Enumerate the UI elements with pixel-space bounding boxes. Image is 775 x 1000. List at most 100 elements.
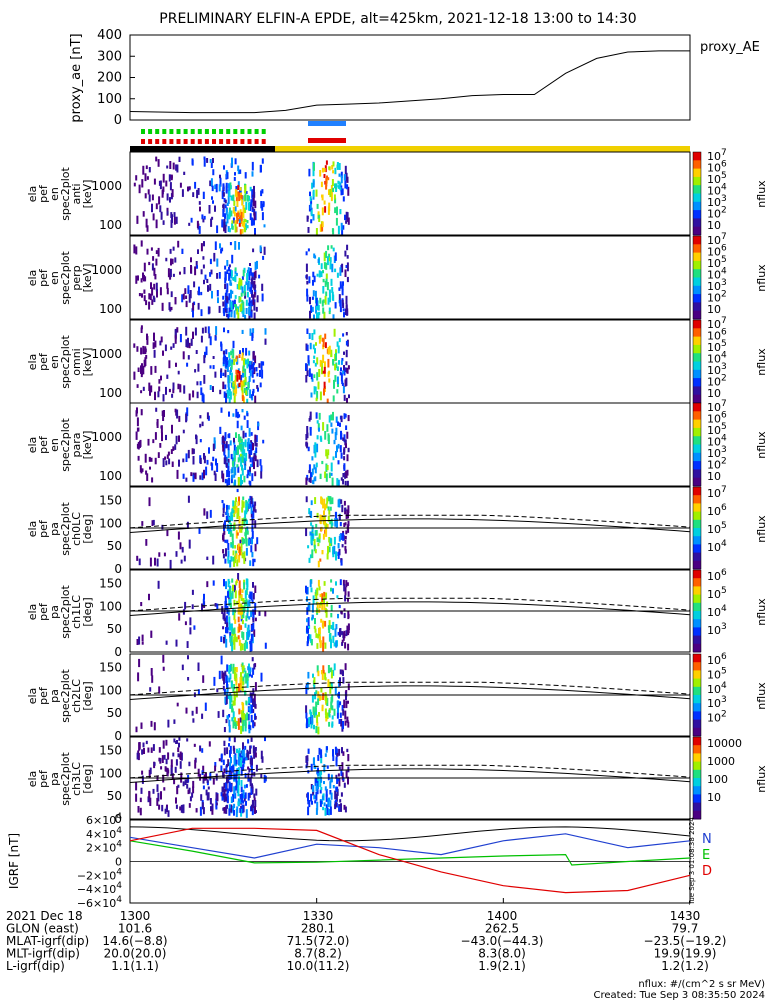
pa-pixel xyxy=(227,550,230,558)
energy-pixel xyxy=(263,224,266,228)
energy-pixel xyxy=(312,479,315,485)
energy-colorbar-cell xyxy=(693,384,701,387)
pa-pixel xyxy=(240,625,243,630)
energy-pixel xyxy=(235,357,238,362)
pa-pixel xyxy=(227,543,230,551)
energy-pixel xyxy=(346,310,349,316)
energy-cbar-label: nflux xyxy=(755,431,768,459)
energy-ylabel-line: [keV] xyxy=(81,264,94,293)
energy-pixel xyxy=(190,217,193,223)
energy-pixel xyxy=(244,465,247,470)
pa-pixel xyxy=(250,804,253,812)
energy-pixel xyxy=(247,280,250,289)
energy-pixel xyxy=(319,435,322,441)
energy-pixel xyxy=(345,443,347,449)
energy-pixel xyxy=(230,301,233,311)
pa-pixel xyxy=(191,604,194,610)
energy-ylabel-line: [keV] xyxy=(81,180,94,209)
pa-colorbar-cell xyxy=(693,540,701,543)
energy-pixel xyxy=(340,452,343,459)
pa-pixel xyxy=(212,580,215,586)
pa-pixel xyxy=(330,587,332,592)
energy-pixel xyxy=(315,297,318,306)
energy-pixel xyxy=(227,375,230,384)
energy-pixel xyxy=(215,458,217,466)
pa-pixel xyxy=(202,807,205,815)
energy-pixel xyxy=(255,367,258,372)
pa-pixel xyxy=(314,765,317,769)
pa-colorbar-cell xyxy=(693,511,701,515)
energy-pixel xyxy=(143,289,146,294)
pa-pixel xyxy=(347,505,350,514)
pa-pixel xyxy=(240,766,243,776)
energy-ylabel-line: [keV] xyxy=(81,431,94,460)
energy-pixel xyxy=(237,477,240,483)
pa-pixel xyxy=(315,530,318,536)
energy-pixel xyxy=(225,360,228,368)
pa-pixel xyxy=(329,790,332,795)
energy-colorbar-cell xyxy=(693,191,701,194)
pa-pixel xyxy=(311,800,313,805)
energy-pixel xyxy=(159,180,162,190)
energy-cbar-tick: 10 xyxy=(707,387,721,400)
energy-pixel xyxy=(154,432,157,440)
pa-pixel xyxy=(241,631,244,638)
pa-pixel xyxy=(251,551,254,558)
pa-pixel xyxy=(234,672,237,681)
pa-pixel xyxy=(346,625,349,635)
energy-pixel xyxy=(246,194,249,202)
pa-pixel xyxy=(224,670,227,677)
energy-pixel xyxy=(237,184,240,190)
pa-pixel xyxy=(341,705,344,711)
energy-pixel xyxy=(248,350,251,356)
pa-pixel xyxy=(240,684,243,691)
energy-pixel xyxy=(314,442,317,451)
energy-pixel xyxy=(245,201,248,210)
pa-pixel xyxy=(251,625,253,632)
footer-value: 8.3(8.0) xyxy=(478,947,526,961)
energy-pixel xyxy=(140,409,143,416)
energy-pixel xyxy=(212,200,214,204)
energy-pixel xyxy=(207,326,210,334)
pa-pixel xyxy=(248,498,250,502)
energy-colorbar-cell xyxy=(693,166,701,170)
pa-pixel xyxy=(315,807,318,815)
pa-pixel xyxy=(325,592,328,599)
energy-pixel xyxy=(339,267,342,276)
pa-pixel xyxy=(247,792,250,801)
pa-pixel xyxy=(344,595,347,602)
igrf-legend-N: N xyxy=(702,832,712,847)
pa-pixel xyxy=(233,684,236,690)
energy-pixel xyxy=(166,193,169,201)
energy-pixel xyxy=(334,375,337,382)
energy-pixel xyxy=(137,455,140,461)
energy-pixel xyxy=(249,367,252,372)
energy-pixel xyxy=(256,385,259,389)
energy-colorbar-cell xyxy=(693,248,701,252)
energy-pixel xyxy=(326,424,329,432)
pa-pixel xyxy=(250,591,253,601)
pa-ytick: 150 xyxy=(99,494,122,508)
energy-pixel xyxy=(240,453,242,458)
energy-pixel xyxy=(199,206,201,212)
energy-cbar-tick: 107 xyxy=(707,232,727,247)
pa-pixel xyxy=(253,797,256,801)
energy-pixel xyxy=(225,308,228,314)
footer-value: 1330 xyxy=(303,909,334,923)
pa-pixel xyxy=(315,523,318,528)
pa-pixel xyxy=(220,636,223,642)
pa-colorbar-cell xyxy=(693,707,701,710)
energy-pixel xyxy=(343,174,346,181)
energy-pixel xyxy=(192,390,195,398)
energy-colorbar-cell xyxy=(693,353,701,356)
energy-pixel xyxy=(142,165,145,175)
energy-pixel xyxy=(210,218,213,227)
energy-pixel xyxy=(188,186,191,190)
pa-pixel xyxy=(319,778,322,787)
energy-pixel xyxy=(202,191,205,199)
pa-pixel xyxy=(330,604,333,611)
energy-pixel xyxy=(202,218,205,223)
pa-ylabel-line: spec2plot xyxy=(59,752,72,806)
pa-colorbar-cell xyxy=(693,497,701,500)
pa-pixel xyxy=(310,763,313,771)
